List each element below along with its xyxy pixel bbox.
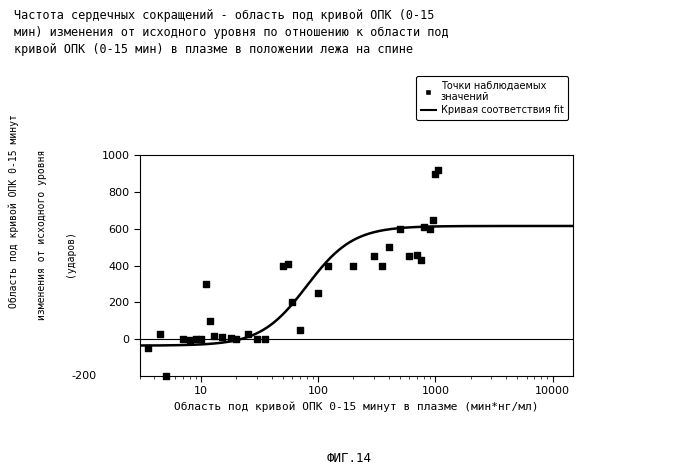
Point xyxy=(155,330,166,337)
Point xyxy=(196,336,207,343)
Point xyxy=(348,262,359,269)
Point xyxy=(178,336,189,343)
Point xyxy=(201,280,212,288)
Point xyxy=(424,225,435,233)
Point xyxy=(160,372,171,380)
Point xyxy=(432,166,443,173)
Point xyxy=(259,336,271,343)
Point xyxy=(394,225,405,233)
Point xyxy=(242,330,253,337)
Point xyxy=(225,335,236,342)
Point xyxy=(278,262,289,269)
Point xyxy=(376,262,387,269)
Point xyxy=(209,332,220,339)
Point xyxy=(287,298,298,306)
Text: изменения от исходного уровня: изменения от исходного уровня xyxy=(37,150,47,320)
Point xyxy=(322,262,333,269)
Point xyxy=(184,337,195,344)
Point xyxy=(415,256,426,264)
Point xyxy=(419,223,430,231)
Point xyxy=(404,252,415,260)
Legend: Точки наблюдаемых
значений, Кривая соответствия fit: Точки наблюдаемых значений, Кривая соотв… xyxy=(417,76,568,120)
Text: (ударов): (ударов) xyxy=(65,230,75,277)
Point xyxy=(216,334,227,341)
Point xyxy=(368,252,380,260)
Point xyxy=(190,336,201,343)
X-axis label: Область под кривой ОПК 0-15 минут в плазме (мин*нг/мл): Область под кривой ОПК 0-15 минут в плаз… xyxy=(174,402,539,413)
Text: Область под кривой ОПК 0-15 минут: Область под кривой ОПК 0-15 минут xyxy=(8,115,20,308)
Point xyxy=(383,243,394,251)
Text: Частота сердечных сокращений - область под кривой ОПК (0-15
мин) изменения от ис: Частота сердечных сокращений - область п… xyxy=(14,9,449,56)
Point xyxy=(412,251,423,258)
Text: -200: -200 xyxy=(71,371,96,381)
Point xyxy=(430,170,441,177)
Point xyxy=(205,317,216,324)
Point xyxy=(282,260,294,267)
Point xyxy=(312,290,324,297)
Point xyxy=(142,345,153,352)
Point xyxy=(427,216,438,223)
Point xyxy=(231,336,242,343)
Text: ФИГ.14: ФИГ.14 xyxy=(327,452,372,465)
Point xyxy=(294,326,305,334)
Point xyxy=(252,336,263,343)
